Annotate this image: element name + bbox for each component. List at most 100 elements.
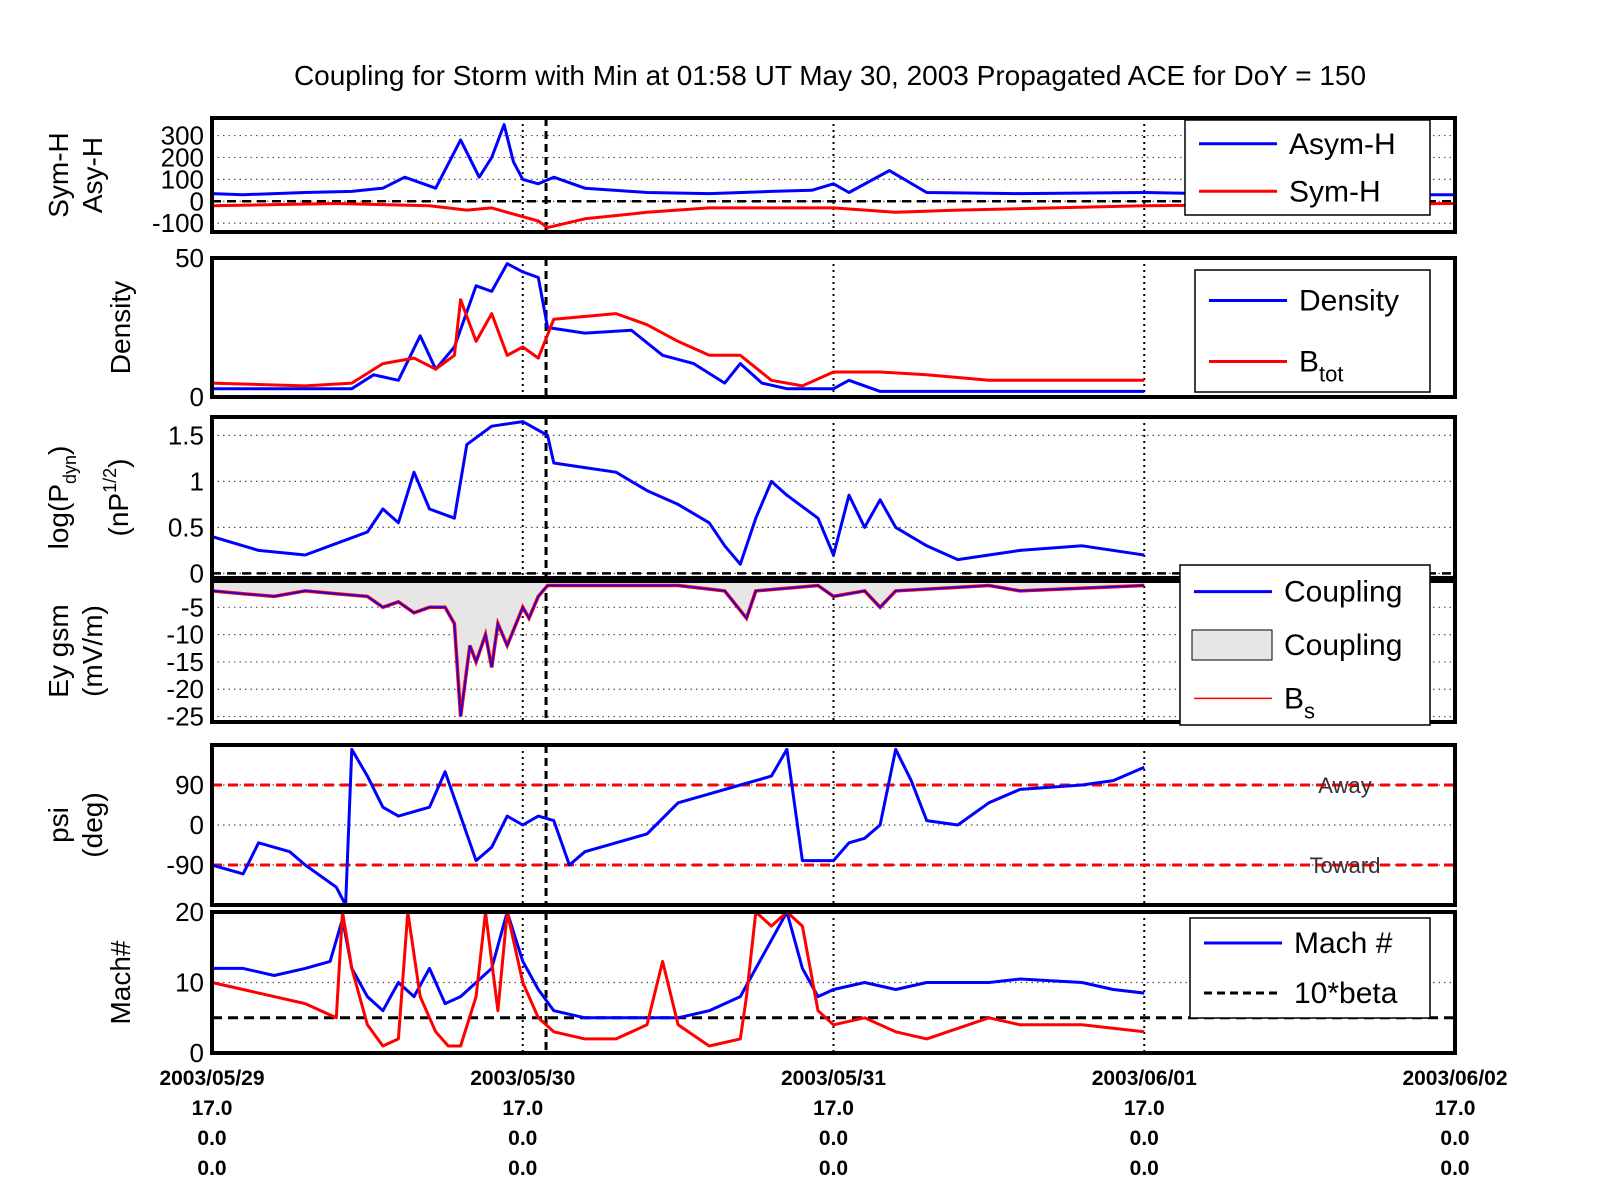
legend-label: 10*beta <box>1294 977 1398 1010</box>
x-tick-label: 17.0 <box>192 1097 233 1120</box>
y-tick-label: -90 <box>166 850 204 880</box>
y-tick-label: 20 <box>175 897 204 927</box>
coupling-series-line <box>211 584 1145 717</box>
y-tick-label: 100 <box>161 164 204 194</box>
y-axis-label: Asy-H <box>77 137 108 213</box>
y-tick-label: 10 <box>175 968 204 998</box>
legend-label-subscript: s <box>1304 698 1315 723</box>
x-tick-label: 2003/05/30 <box>470 1067 575 1090</box>
y-axis-label: log(Pdyn) <box>43 446 80 550</box>
plot-frame <box>210 743 1457 907</box>
y-tick-label: -5 <box>181 592 204 622</box>
y-axis-label: (nP1/2) <box>100 459 134 537</box>
legend-swatch <box>1191 629 1273 661</box>
y-tick-label: 0 <box>190 558 204 588</box>
legend: Asym-H Sym-H <box>1184 119 1431 216</box>
y-tick-label: 200 <box>161 142 204 172</box>
y-axis-label: Density <box>105 281 136 374</box>
x-tick-label: 0.0 <box>819 1127 848 1150</box>
y-axis-label-close: ) <box>103 459 134 468</box>
series-line <box>212 262 1145 393</box>
y-tick-label: 1.5 <box>168 420 204 450</box>
legend-label: Asym-H <box>1289 128 1396 161</box>
x-tick-label: 0.0 <box>819 1157 848 1180</box>
x-tick-label: 0.0 <box>1130 1157 1159 1180</box>
y-tick-label: -25 <box>166 702 204 732</box>
legend-label: Mach # <box>1294 927 1393 960</box>
legend-box <box>1184 119 1431 216</box>
y-tick-label: 0 <box>190 810 204 840</box>
x-tick-label: 0.0 <box>197 1127 226 1150</box>
x-tick-label: 0.0 <box>1130 1127 1159 1150</box>
x-tick-label: 0.0 <box>508 1127 537 1150</box>
series-line <box>211 123 1455 197</box>
y-tick-label: -10 <box>166 620 204 650</box>
legend-label: Coupling <box>1284 629 1402 662</box>
plot-frame <box>210 256 1457 399</box>
x-tick-label: 17.0 <box>813 1097 854 1120</box>
y-tick-label: 50 <box>175 243 204 273</box>
x-tick-label: 17.0 <box>1435 1097 1476 1120</box>
plot-frame <box>210 910 1457 1055</box>
y-axis-label: psi <box>43 807 74 843</box>
reference-line-label: Toward <box>1310 853 1381 878</box>
x-tick-label: 2003/06/02 <box>1402 1067 1507 1090</box>
x-tick-label: 0.0 <box>1440 1157 1469 1180</box>
y-axis-label: Ey gsm <box>43 604 74 697</box>
chart-title: Coupling for Storm with Min at 01:58 UT … <box>294 60 1366 91</box>
y-axis-label-superscript: 1/2 <box>100 468 120 493</box>
y-tick-label: 0 <box>190 1038 204 1068</box>
y-tick-label: 90 <box>175 770 204 800</box>
panel-5: -90 0 90 Away Toward psi (deg) <box>43 743 1457 907</box>
y-tick-label: 0.5 <box>168 512 204 542</box>
y-tick-label: 0 <box>190 186 204 216</box>
series-line <box>211 298 1145 388</box>
y-tick-label: 1 <box>190 466 204 496</box>
x-tick-label: 17.0 <box>502 1097 543 1120</box>
reference-line-label: Away <box>1318 773 1371 798</box>
plot-frame <box>210 116 1457 234</box>
panel-4: -25-20-15-10-5 Ey gsm (mV/m) Coupling Coupli… <box>43 564 1457 732</box>
series-line <box>211 420 1145 566</box>
x-tick-label: 2003/05/29 <box>159 1067 264 1090</box>
legend-box <box>1194 269 1431 393</box>
y-axis-label: Mach# <box>105 940 136 1024</box>
y-tick-label: -100 <box>152 208 204 238</box>
x-tick-label: 2003/06/01 <box>1092 1067 1197 1090</box>
series-line <box>211 910 1145 1048</box>
panel-6: 0 10 20 Mach# Mach # 10*beta <box>105 897 1457 1068</box>
y-tick-label: 0 <box>190 382 204 412</box>
series-line <box>211 202 1456 230</box>
legend-label: Density <box>1299 285 1399 318</box>
y-axis-label: (deg) <box>77 792 108 857</box>
legend-label: Sym-H <box>1289 175 1381 208</box>
y-axis-label: Sym-H <box>43 132 74 218</box>
panel-3: 0 0.5 1 1.5 log(Pdyn) (nP1/2) <box>43 415 1457 588</box>
legend: Mach # 10*beta <box>1189 917 1431 1019</box>
x-tick-label: 17.0 <box>1124 1097 1165 1120</box>
x-axis-tick-labels: 2003/05/29 17.0 0.0 0.0 2003/05/30 17.0 0.0 0.0… <box>159 1067 1507 1180</box>
bs-series-line <box>211 583 1145 717</box>
x-tick-label: 0.0 <box>1440 1127 1469 1150</box>
plot-frame <box>210 578 1457 724</box>
y-tick-label: -20 <box>166 674 204 704</box>
x-tick-label: 0.0 <box>508 1157 537 1180</box>
y-axis-label-close: ) <box>43 446 74 455</box>
legend-label-subscript: tot <box>1319 362 1343 387</box>
series-line <box>211 747 1145 907</box>
y-tick-label: -15 <box>166 647 204 677</box>
y-axis-label-subscript: dyn <box>60 455 80 484</box>
coupling-area <box>212 580 1145 717</box>
y-tick-label: 300 <box>161 121 204 151</box>
series-line <box>212 910 1145 1020</box>
legend-box <box>1189 917 1431 1019</box>
x-tick-label: 2003/05/31 <box>781 1067 886 1090</box>
y-axis-label: (mV/m) <box>77 605 108 697</box>
legend-label: Coupling <box>1284 576 1402 609</box>
